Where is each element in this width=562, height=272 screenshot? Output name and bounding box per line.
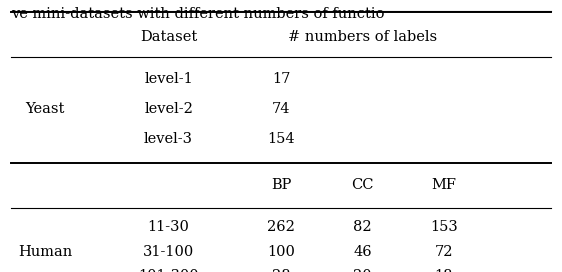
Text: 28: 28 bbox=[271, 269, 291, 272]
Text: # numbers of labels: # numbers of labels bbox=[288, 30, 437, 44]
Text: 100: 100 bbox=[267, 245, 295, 259]
Text: 20: 20 bbox=[353, 269, 372, 272]
Text: CC: CC bbox=[351, 178, 374, 192]
Text: level-1: level-1 bbox=[144, 72, 193, 86]
Text: 262: 262 bbox=[267, 220, 295, 234]
Text: 31-100: 31-100 bbox=[143, 245, 194, 259]
Text: 17: 17 bbox=[272, 72, 290, 86]
Text: 72: 72 bbox=[435, 245, 453, 259]
Text: 11-30: 11-30 bbox=[148, 220, 189, 234]
Text: BP: BP bbox=[271, 178, 291, 192]
Text: level-3: level-3 bbox=[144, 132, 193, 146]
Text: 74: 74 bbox=[272, 102, 290, 116]
Text: 153: 153 bbox=[430, 220, 458, 234]
Text: Dataset: Dataset bbox=[140, 30, 197, 44]
Text: 46: 46 bbox=[353, 245, 372, 259]
Text: level-2: level-2 bbox=[144, 102, 193, 116]
Text: ve mini-datasets with different numbers of functio: ve mini-datasets with different numbers … bbox=[11, 7, 385, 21]
Text: 101-300: 101-300 bbox=[138, 269, 199, 272]
Text: Yeast: Yeast bbox=[25, 102, 65, 116]
Text: 154: 154 bbox=[267, 132, 295, 146]
Text: 18: 18 bbox=[435, 269, 453, 272]
Text: Human: Human bbox=[18, 245, 72, 259]
Text: 82: 82 bbox=[353, 220, 372, 234]
Text: MF: MF bbox=[432, 178, 456, 192]
